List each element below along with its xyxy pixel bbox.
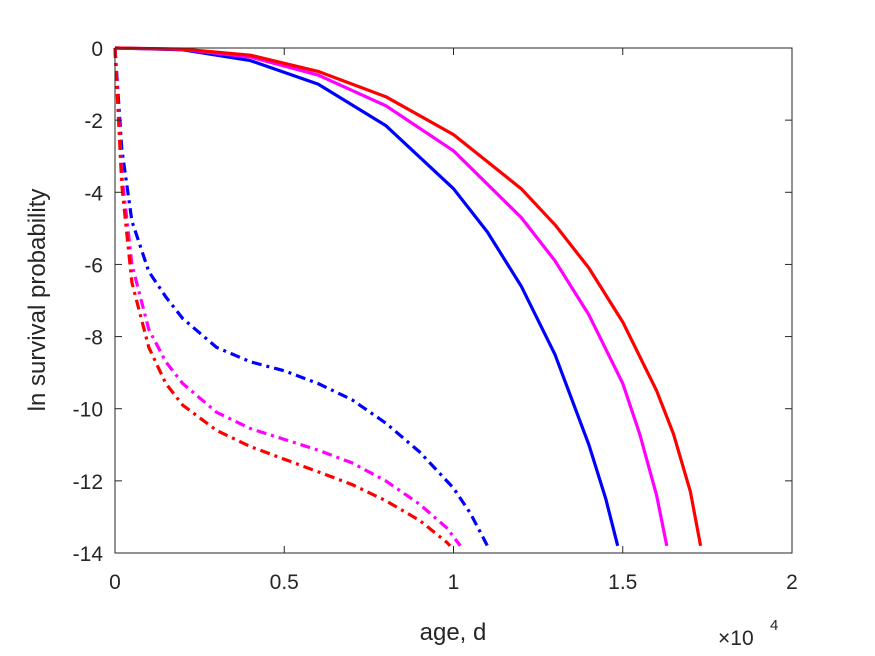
x-multiplier-base: ×10 (718, 627, 754, 650)
x-axis-ticks: 0 0.5 1 1.5 2 (109, 48, 798, 594)
y-tick-label: -14 (73, 543, 104, 566)
y-tick-label: -6 (84, 254, 103, 277)
y-tick-label: -8 (84, 327, 103, 350)
y-tick-label: 0 (91, 38, 103, 61)
y-tick-label: -4 (84, 182, 103, 205)
series-line-5 (113, 47, 462, 547)
x-multiplier-exponent: 4 (770, 617, 778, 634)
x-axis-label: age, d (420, 619, 487, 646)
y-tick-label: -12 (73, 471, 103, 494)
y-axis-ticks: 0 -2 -4 -6 -8 -10 -12 -14 (73, 38, 792, 566)
x-tick-label: 1 (448, 571, 460, 594)
x-axis-multiplier: ×10 (718, 627, 754, 650)
series-line-2 (114, 46, 669, 547)
series-line-3 (114, 46, 703, 547)
x-tick-label: 2 (786, 571, 798, 594)
y-axis-label: ln survival probability (24, 189, 51, 412)
y-tick-label: -10 (73, 399, 103, 422)
y-tick-label: -2 (84, 110, 103, 133)
x-tick-label: 0 (109, 571, 121, 594)
x-tick-label: 0.5 (270, 571, 299, 594)
x-tick-label: 1.5 (608, 571, 637, 594)
series-line-1 (114, 46, 620, 547)
series-layer (113, 46, 703, 547)
series-line-6 (113, 47, 452, 547)
series-line-4 (113, 47, 489, 547)
